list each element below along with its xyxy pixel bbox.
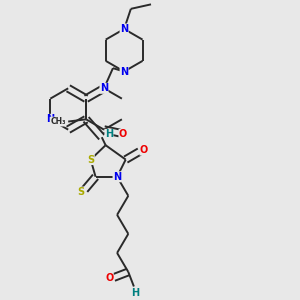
Text: S: S [87,154,94,165]
Text: N: N [120,24,128,34]
Text: O: O [105,273,113,283]
Text: N: N [120,67,128,76]
Text: N: N [113,172,121,182]
Text: H: H [131,288,140,298]
Text: H: H [105,129,113,140]
Text: N: N [100,83,108,93]
Text: S: S [77,187,84,197]
Text: O: O [119,129,127,140]
Text: N: N [46,114,54,124]
Text: CH₃: CH₃ [50,117,66,126]
Text: O: O [140,145,148,155]
